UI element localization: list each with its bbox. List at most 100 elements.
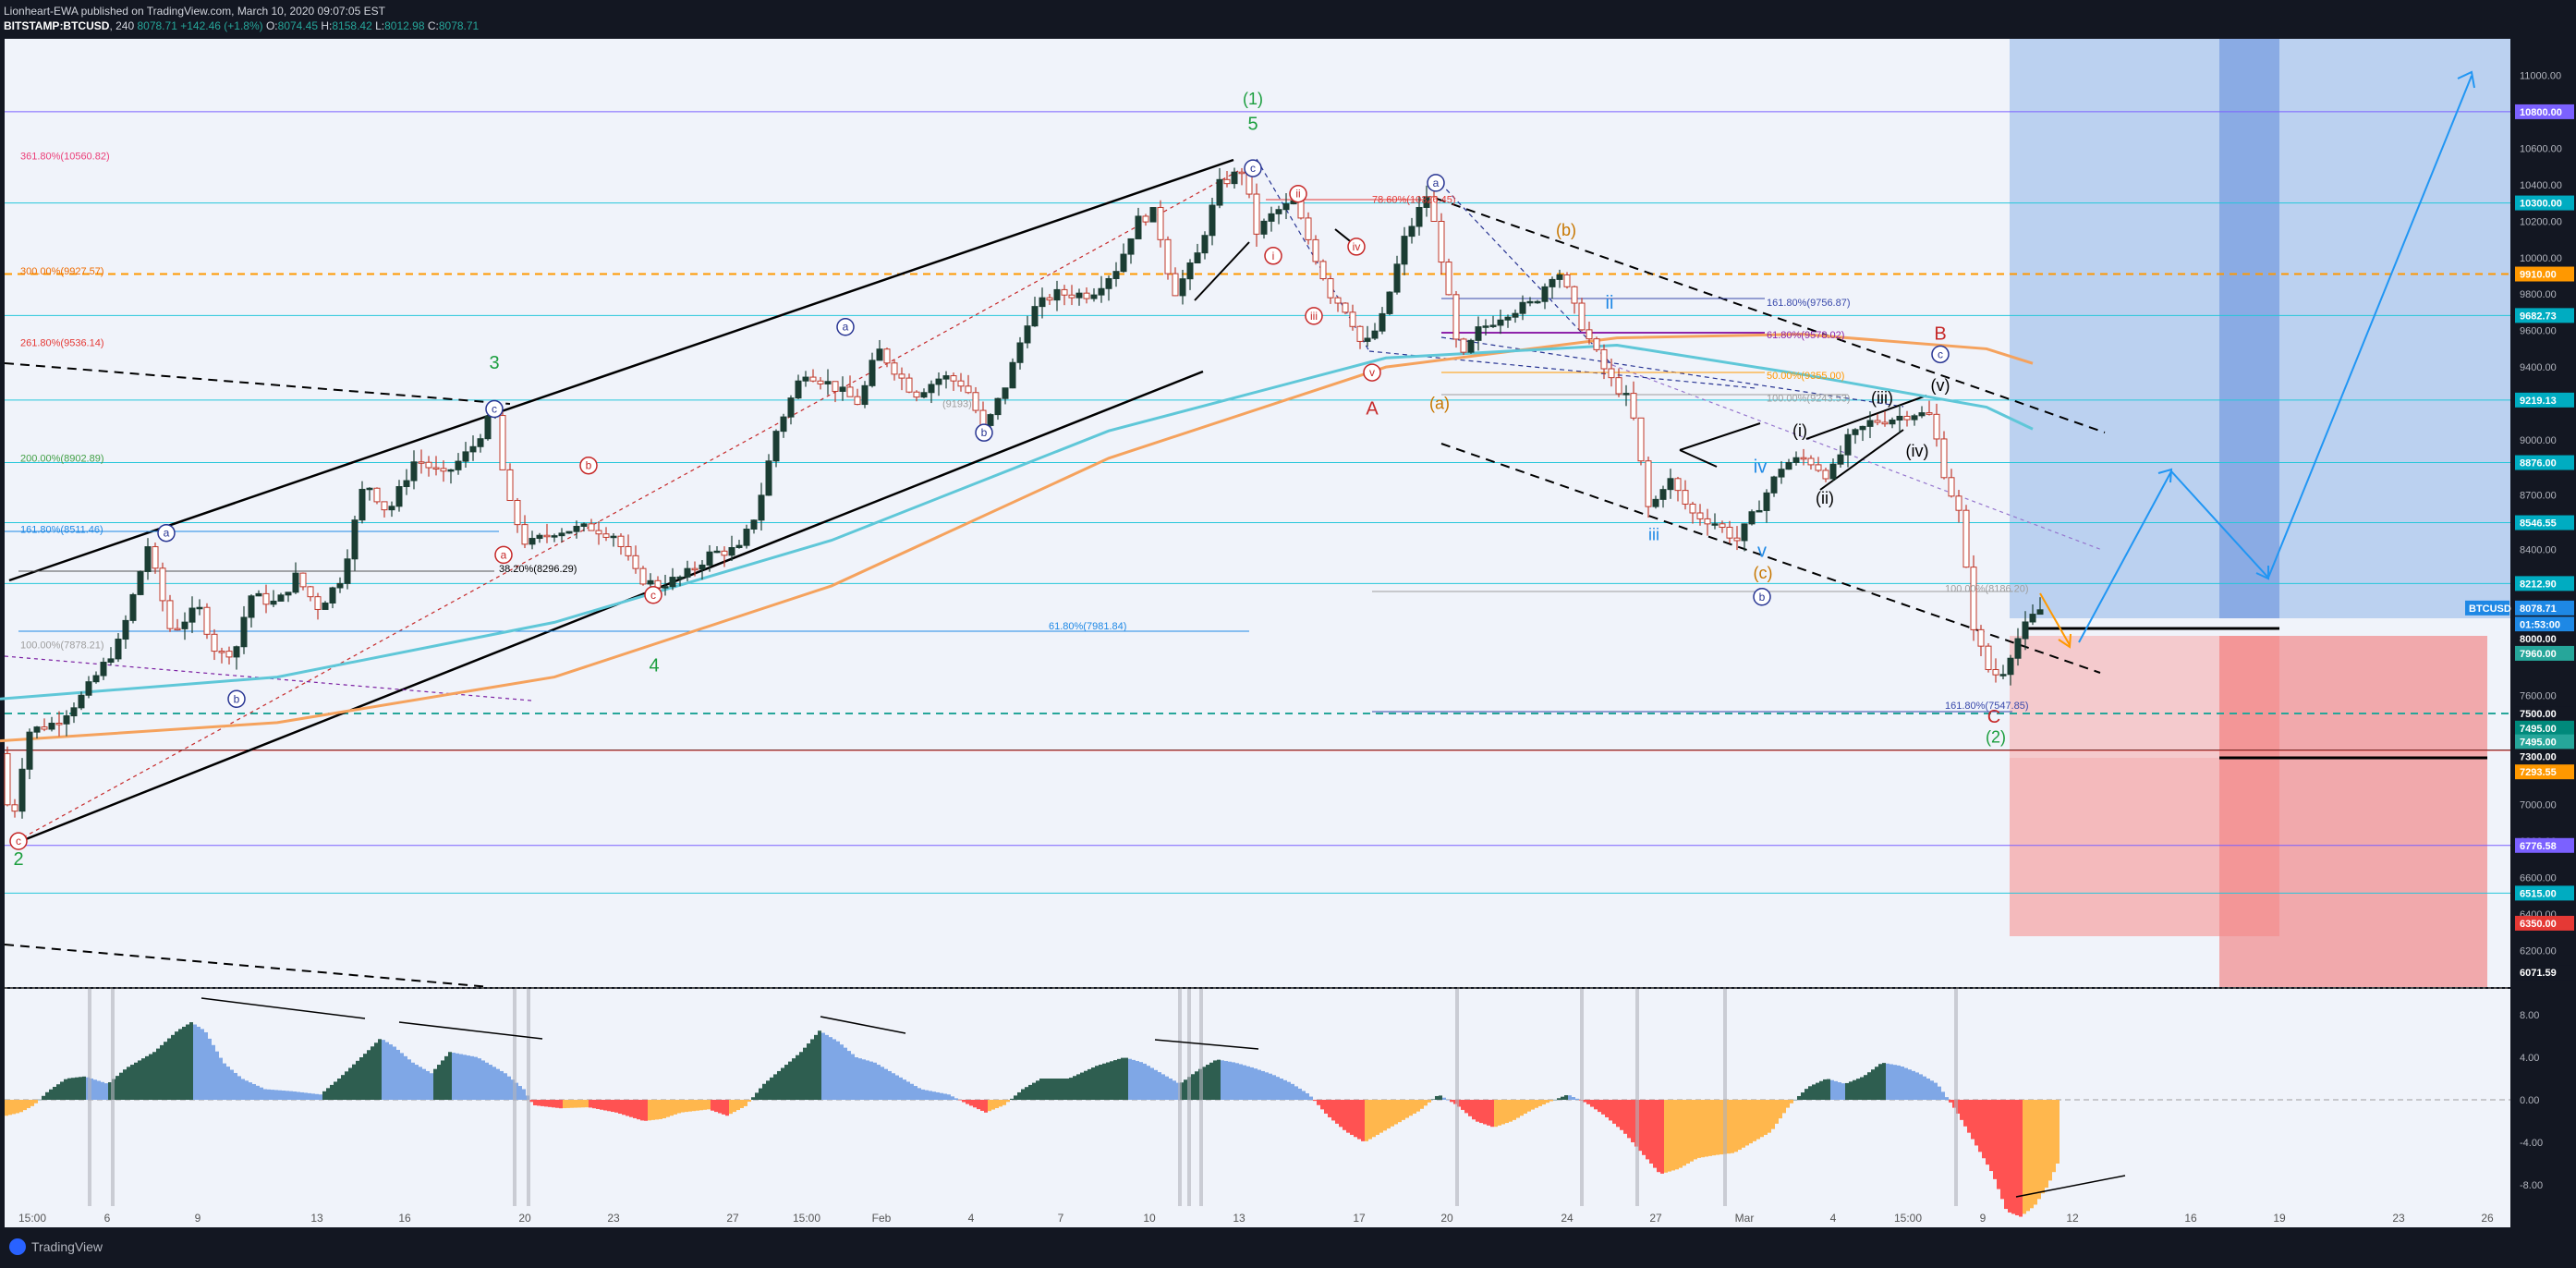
- candle[interactable]: [166, 600, 174, 629]
- candle[interactable]: [765, 460, 772, 496]
- candle[interactable]: [1549, 278, 1556, 287]
- candle[interactable]: [329, 587, 336, 604]
- candle[interactable]: [100, 662, 107, 677]
- candle[interactable]: [1460, 338, 1467, 353]
- candle[interactable]: [1268, 213, 1275, 222]
- candle[interactable]: [809, 376, 817, 382]
- candle[interactable]: [218, 651, 225, 653]
- candle[interactable]: [1948, 477, 1955, 497]
- candle[interactable]: [669, 577, 676, 588]
- candle[interactable]: [211, 633, 218, 652]
- candle[interactable]: [787, 397, 795, 418]
- candle[interactable]: [1216, 178, 1223, 206]
- candle[interactable]: [832, 381, 839, 392]
- candle[interactable]: [1792, 457, 1800, 463]
- candle[interactable]: [706, 551, 713, 566]
- candle[interactable]: [358, 488, 366, 521]
- candle[interactable]: [1164, 238, 1172, 274]
- candle[interactable]: [63, 715, 70, 725]
- candle[interactable]: [610, 535, 617, 539]
- candle[interactable]: [772, 431, 780, 462]
- candle[interactable]: [514, 499, 521, 526]
- candle[interactable]: [1223, 178, 1231, 185]
- candle[interactable]: [869, 360, 876, 386]
- candle[interactable]: [388, 506, 395, 511]
- candle[interactable]: [1711, 523, 1719, 526]
- candle[interactable]: [395, 486, 403, 507]
- candle[interactable]: [1696, 512, 1704, 519]
- candle[interactable]: [1423, 196, 1430, 208]
- candle[interactable]: [203, 606, 211, 635]
- candle[interactable]: [403, 480, 410, 488]
- candle[interactable]: [1748, 511, 1756, 525]
- candle[interactable]: [1770, 476, 1778, 494]
- candle[interactable]: [1829, 463, 1837, 480]
- candle[interactable]: [750, 519, 758, 530]
- candle[interactable]: [1342, 302, 1349, 313]
- candle[interactable]: [373, 487, 381, 503]
- candle[interactable]: [1815, 464, 1822, 471]
- candle[interactable]: [314, 596, 322, 610]
- candle[interactable]: [876, 348, 883, 361]
- candle[interactable]: [70, 707, 78, 717]
- candle[interactable]: [1489, 324, 1497, 327]
- candle[interactable]: [1645, 460, 1652, 507]
- candle[interactable]: [285, 591, 292, 596]
- candle[interactable]: [1039, 297, 1046, 308]
- candle[interactable]: [565, 530, 573, 534]
- candle[interactable]: [1726, 527, 1733, 539]
- candle[interactable]: [262, 592, 270, 605]
- candle[interactable]: [1075, 292, 1083, 299]
- candle[interactable]: [1379, 312, 1386, 332]
- candle[interactable]: [758, 494, 765, 521]
- candle[interactable]: [410, 461, 418, 482]
- osc-axis[interactable]: [2511, 989, 2576, 1225]
- candle[interactable]: [691, 567, 699, 571]
- candle[interactable]: [1467, 339, 1475, 353]
- candle[interactable]: [1024, 325, 1031, 344]
- candle[interactable]: [1445, 262, 1452, 296]
- candle[interactable]: [181, 621, 188, 629]
- candle[interactable]: [1009, 361, 1016, 389]
- candle[interactable]: [1593, 338, 1600, 350]
- candle[interactable]: [1896, 415, 1903, 421]
- candle[interactable]: [1327, 278, 1334, 299]
- candle[interactable]: [802, 376, 809, 382]
- candle[interactable]: [913, 391, 920, 398]
- candle[interactable]: [240, 616, 248, 648]
- candle[interactable]: [462, 451, 469, 462]
- candle[interactable]: [839, 386, 846, 392]
- candle[interactable]: [1194, 252, 1201, 263]
- candle[interactable]: [1970, 567, 1977, 630]
- candle[interactable]: [1068, 294, 1075, 299]
- candle[interactable]: [891, 362, 898, 375]
- candle[interactable]: [299, 572, 307, 588]
- candle[interactable]: [979, 409, 987, 426]
- candle[interactable]: [1105, 277, 1112, 289]
- candle[interactable]: [1600, 348, 1608, 370]
- candle[interactable]: [1334, 297, 1342, 304]
- candle[interactable]: [942, 375, 950, 380]
- candle[interactable]: [152, 546, 159, 569]
- candle[interactable]: [270, 600, 277, 605]
- candle[interactable]: [558, 532, 565, 537]
- candle[interactable]: [1637, 417, 1645, 462]
- candle[interactable]: [1999, 674, 2007, 677]
- candle[interactable]: [92, 675, 100, 683]
- candle[interactable]: [2014, 638, 2022, 659]
- candle[interactable]: [935, 378, 942, 385]
- candles[interactable]: [4, 167, 2044, 819]
- candle[interactable]: [573, 526, 580, 532]
- candle[interactable]: [1778, 469, 1785, 478]
- candle[interactable]: [1393, 263, 1401, 293]
- candle[interactable]: [122, 619, 129, 640]
- candle[interactable]: [2029, 614, 2036, 623]
- candle[interactable]: [1534, 300, 1541, 304]
- candle[interactable]: [1689, 503, 1696, 514]
- candle[interactable]: [1667, 478, 1674, 491]
- candle[interactable]: [137, 570, 144, 595]
- candle[interactable]: [1704, 518, 1711, 525]
- candle[interactable]: [580, 523, 588, 528]
- candle[interactable]: [499, 415, 506, 470]
- candle[interactable]: [699, 564, 706, 570]
